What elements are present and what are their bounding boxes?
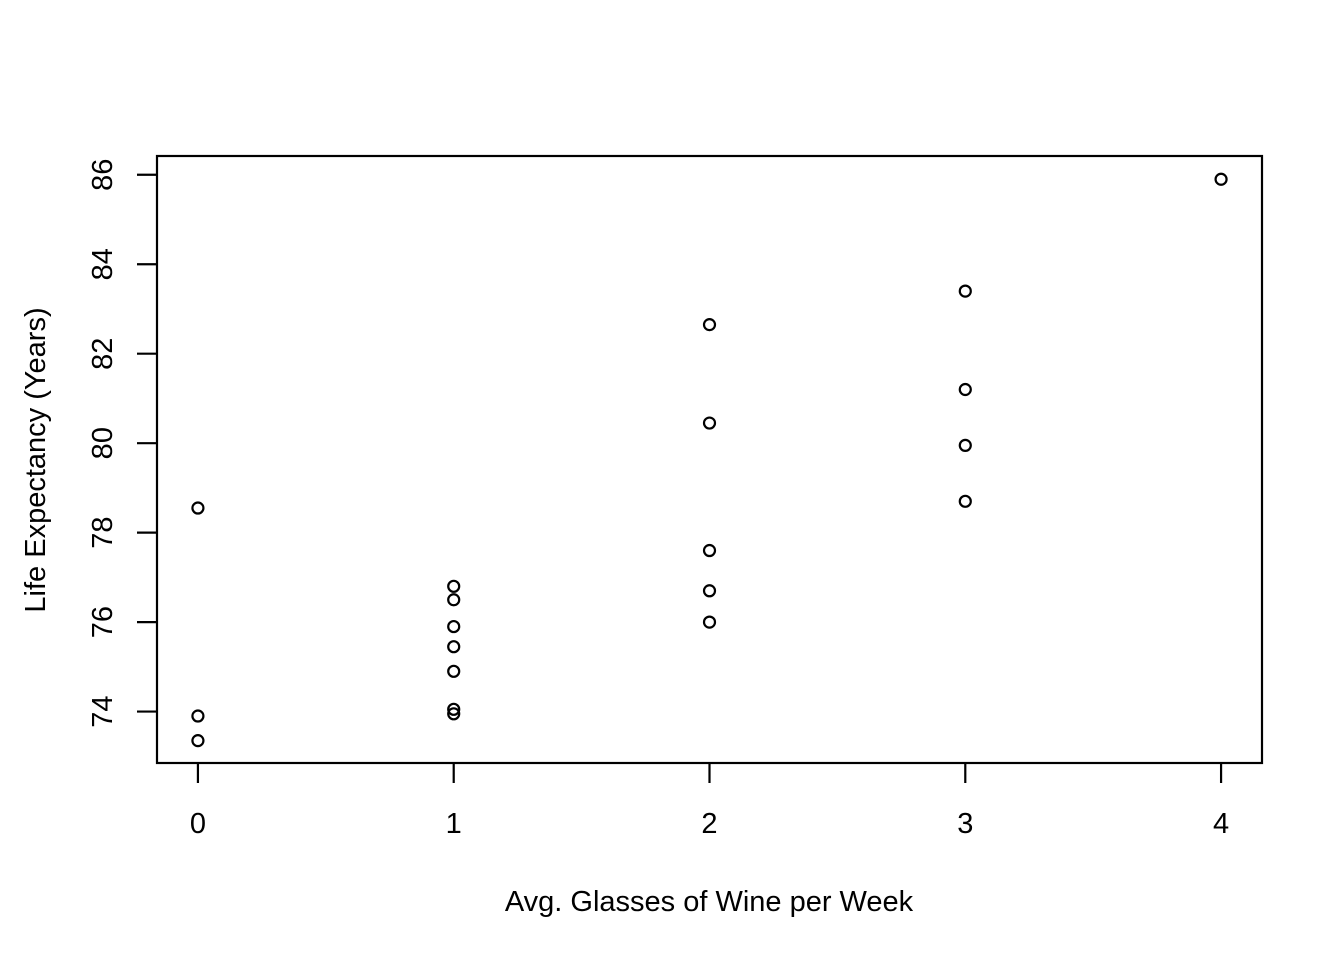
y-tick-label: 78 <box>87 517 119 549</box>
data-point <box>958 284 972 298</box>
data-point <box>958 438 972 453</box>
data-point <box>447 579 461 593</box>
data-point <box>191 709 205 723</box>
data-point <box>702 584 717 598</box>
data-point <box>702 615 717 629</box>
x-tick-label: 3 <box>957 808 973 840</box>
data-point <box>447 702 461 716</box>
data-point <box>702 318 717 332</box>
data-point <box>191 734 205 748</box>
y-axis-label: Life Expectancy (Years) <box>20 307 52 612</box>
data-point <box>702 416 717 430</box>
data-point <box>447 664 461 678</box>
x-axis-ticks <box>196 763 1223 783</box>
y-tick-label: 86 <box>87 159 119 191</box>
x-axis-label: Avg. Glasses of Wine per Week <box>505 886 914 918</box>
data-point <box>191 501 205 515</box>
data-point <box>702 543 717 558</box>
x-tick-label: 1 <box>446 808 462 840</box>
x-axis-tick-labels: 0 1 2 3 4 <box>190 808 1229 840</box>
data-point <box>958 382 972 397</box>
data-point <box>447 707 461 721</box>
y-tick-label: 84 <box>87 248 119 280</box>
data-point <box>447 593 461 607</box>
y-tick-label: 76 <box>87 606 119 638</box>
data-points <box>191 172 1228 748</box>
y-tick-label: 74 <box>87 695 119 727</box>
plot-box <box>155 154 1264 765</box>
x-tick-label: 0 <box>190 808 206 840</box>
data-point <box>1214 172 1228 186</box>
data-point <box>958 494 972 508</box>
y-tick-label: 82 <box>87 338 119 370</box>
data-point <box>447 619 461 634</box>
y-axis-ticks <box>137 173 157 713</box>
data-point <box>447 640 461 654</box>
y-axis-tick-labels: 74 76 78 80 82 84 86 <box>87 159 119 728</box>
y-tick-label: 80 <box>87 427 119 459</box>
x-tick-label: 4 <box>1213 808 1229 840</box>
x-tick-label: 2 <box>701 808 717 840</box>
